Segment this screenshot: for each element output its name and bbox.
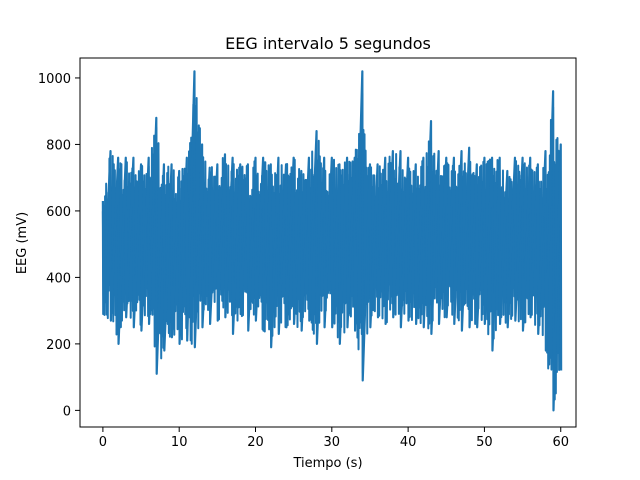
x-tick-label: 0 bbox=[99, 435, 107, 450]
x-tick-label: 20 bbox=[247, 435, 264, 450]
x-tick-label: 10 bbox=[171, 435, 188, 450]
x-axis-label: Tiempo (s) bbox=[292, 456, 362, 471]
x-tick-label: 40 bbox=[400, 435, 417, 450]
y-tick-label: 0 bbox=[63, 404, 71, 419]
plot-frame bbox=[79, 57, 577, 428]
x-axis-ticks: 0 10 20 30 40 50 60 bbox=[99, 427, 569, 450]
y-tick-label: 600 bbox=[46, 205, 71, 220]
y-tick-label: 800 bbox=[46, 138, 71, 153]
chart-title: EEG intervalo 5 segundos bbox=[225, 34, 431, 53]
y-tick-label: 1000 bbox=[38, 72, 71, 87]
plot-layer bbox=[101, 70, 563, 412]
x-tick-label: 50 bbox=[476, 435, 493, 450]
x-tick-label: 30 bbox=[324, 435, 341, 450]
y-axis-ticks: 0 200 400 600 800 1000 bbox=[38, 72, 80, 419]
series-peaks bbox=[101, 70, 563, 412]
y-tick-label: 200 bbox=[46, 338, 71, 353]
y-axis-label: EEG (mV) bbox=[15, 212, 30, 274]
y-tick-label: 400 bbox=[46, 271, 71, 286]
x-tick-label: 60 bbox=[552, 435, 569, 450]
